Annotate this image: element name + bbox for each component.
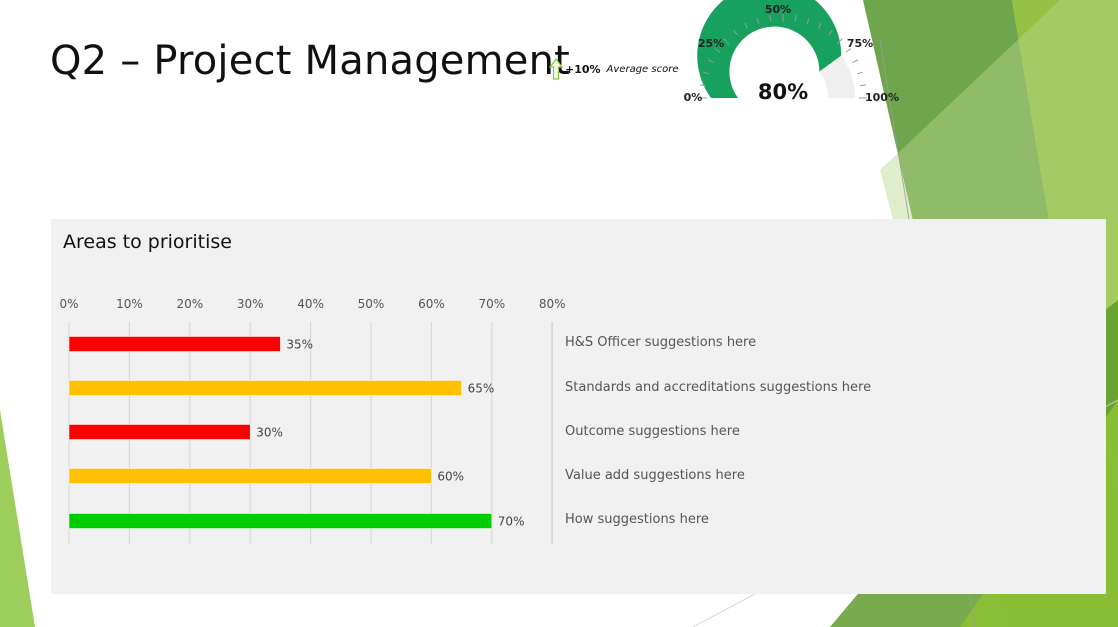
up-arrow-icon bbox=[549, 58, 563, 80]
x-tick-label: 80% bbox=[539, 297, 566, 311]
suggestion-item: H&S Officer suggestions here bbox=[565, 335, 757, 350]
gauge-tick bbox=[817, 22, 822, 29]
gauge-scale-label: 50% bbox=[765, 3, 791, 16]
gauge-tick bbox=[714, 48, 721, 53]
page-title: Q2 – Project Management bbox=[50, 38, 571, 84]
suggestion-item: How suggestions here bbox=[565, 512, 709, 527]
gauge-tick bbox=[699, 84, 707, 87]
trend-indicator: +10% Average score bbox=[549, 58, 678, 80]
x-tick-label: 30% bbox=[237, 297, 264, 311]
x-tick-label: 40% bbox=[297, 297, 324, 311]
gauge-tick bbox=[836, 38, 843, 45]
gauge-scale-label: 0% bbox=[684, 91, 703, 104]
gauge-scale-label: 75% bbox=[847, 37, 873, 50]
bar-data-label: 65% bbox=[468, 382, 495, 396]
panel-title: Areas to prioritise bbox=[63, 231, 232, 253]
bar bbox=[68, 336, 281, 352]
gauge-tick bbox=[707, 59, 714, 64]
gauge-tick bbox=[852, 59, 859, 64]
gauge-tick bbox=[828, 29, 833, 36]
gauge-scale-label: 25% bbox=[698, 37, 724, 50]
bar-data-label: 35% bbox=[286, 338, 313, 352]
gauge-tick bbox=[794, 14, 797, 22]
x-tick-label: 20% bbox=[176, 297, 203, 311]
gauge-value: 80% bbox=[757, 80, 809, 104]
bar bbox=[68, 380, 462, 396]
bar bbox=[68, 468, 432, 484]
trend-value: +10% bbox=[565, 62, 601, 76]
bar bbox=[68, 513, 493, 529]
x-tick-label: 0% bbox=[59, 297, 78, 311]
gauge-tick bbox=[723, 38, 730, 45]
gauge-scale-label: 100% bbox=[865, 91, 899, 104]
bar-data-label: 30% bbox=[256, 426, 283, 440]
gauge-tick bbox=[744, 22, 749, 29]
priorities-panel: Areas to prioritise 0% 10% 20% 30% 40% 50% 60%… bbox=[51, 219, 1106, 594]
suggestion-item: Value add suggestions here bbox=[565, 468, 745, 483]
gauge-tick bbox=[733, 29, 738, 36]
gauge-tick bbox=[702, 71, 709, 75]
suggestion-item: Standards and accreditations suggestions… bbox=[565, 380, 872, 395]
x-tick-label: 70% bbox=[478, 297, 505, 311]
x-tick-label: 60% bbox=[418, 297, 445, 311]
trend-label: Average score bbox=[606, 63, 679, 75]
bar bbox=[68, 424, 251, 440]
gauge-tick bbox=[769, 14, 772, 22]
suggestion-item: Outcome suggestions here bbox=[565, 424, 740, 439]
gauge-tick bbox=[756, 17, 760, 24]
x-tick-label: 10% bbox=[116, 297, 143, 311]
gauge-tick bbox=[806, 17, 810, 24]
gauge-tick bbox=[845, 48, 852, 53]
bar-data-label: 60% bbox=[437, 470, 464, 484]
gauge-tick bbox=[857, 71, 864, 75]
x-tick-label: 50% bbox=[358, 297, 385, 311]
priorities-bar-chart: 0% 10% 20% 30% 40% 50% 60% 70% 80% 35% 65% 30% 60% 70… bbox=[59, 297, 566, 544]
gauge-track bbox=[819, 55, 855, 98]
gauge-tick bbox=[859, 84, 867, 87]
score-gauge: 0% 25% 50% 75% 100% bbox=[684, 0, 899, 104]
bar-data-label: 70% bbox=[498, 515, 525, 529]
gauge-fill bbox=[697, 0, 842, 98]
